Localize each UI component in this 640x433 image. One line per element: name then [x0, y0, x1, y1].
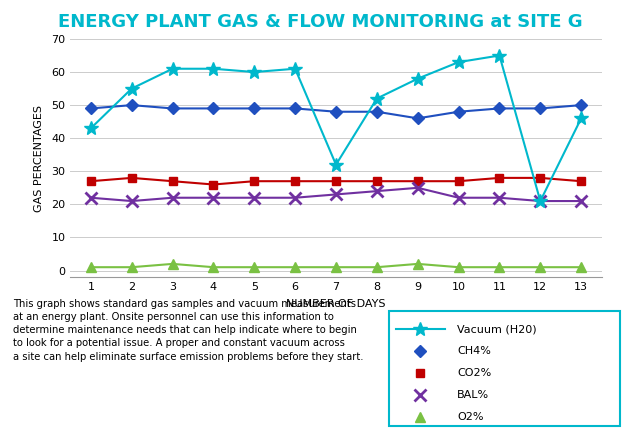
Text: Vacuum (H20): Vacuum (H20) [457, 324, 536, 334]
Text: This graph shows standard gas samples and vacuum measurements
at an energy plant: This graph shows standard gas samples an… [13, 299, 364, 362]
Text: ENERGY PLANT GAS & FLOW MONITORING at SITE G: ENERGY PLANT GAS & FLOW MONITORING at SI… [58, 13, 582, 31]
FancyBboxPatch shape [389, 311, 620, 426]
Y-axis label: GAS PERCENTAGES: GAS PERCENTAGES [35, 104, 44, 212]
Text: CH4%: CH4% [457, 346, 491, 356]
Text: O2%: O2% [457, 411, 483, 422]
Text: CO2%: CO2% [457, 368, 492, 378]
Text: BAL%: BAL% [457, 390, 489, 400]
X-axis label: NUMBER OF DAYS: NUMBER OF DAYS [286, 299, 386, 309]
